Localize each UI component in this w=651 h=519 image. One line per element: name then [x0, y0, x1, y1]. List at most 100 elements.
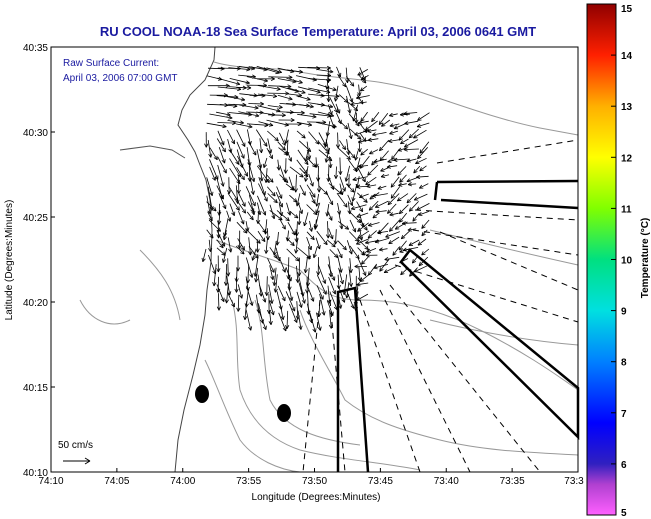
current-vector	[235, 123, 253, 129]
current-vector	[249, 175, 255, 195]
current-vector	[308, 131, 320, 145]
current-vector	[286, 69, 304, 74]
colorbar-tick-label: 13	[621, 102, 633, 113]
current-vector	[283, 158, 288, 174]
current-vector	[296, 291, 303, 308]
lane-dash	[412, 229, 579, 256]
current-vector	[236, 141, 245, 159]
current-vector	[238, 111, 260, 118]
lane-dash	[379, 289, 471, 473]
current-vector	[398, 204, 409, 215]
current-vector	[246, 285, 254, 306]
current-vector	[236, 129, 246, 147]
current-vector	[236, 294, 241, 312]
current-vector	[337, 240, 347, 251]
contour-line	[254, 299, 361, 446]
current-vector	[365, 176, 377, 186]
current-vector	[413, 193, 428, 201]
current-vector	[285, 183, 295, 191]
current-vector	[209, 147, 218, 161]
current-vector	[352, 176, 368, 182]
current-vector	[373, 158, 387, 164]
current-vector	[399, 258, 409, 264]
x-tick-label: 73:35	[500, 476, 525, 487]
current-vector	[216, 284, 225, 302]
current-vector	[365, 253, 378, 258]
current-vector	[413, 165, 421, 174]
current-vector	[421, 248, 430, 256]
current-vector	[273, 274, 278, 293]
current-vector	[296, 121, 313, 127]
current-vector	[226, 258, 231, 277]
current-vector	[267, 193, 278, 204]
contour-line	[299, 309, 579, 456]
current-vector	[337, 285, 346, 303]
current-vector	[207, 140, 213, 158]
current-vector	[367, 128, 377, 133]
colorbar-tick-label: 8	[621, 358, 627, 369]
current-vector	[207, 83, 230, 88]
current-vector	[258, 121, 274, 127]
current-vector	[361, 256, 369, 265]
current-vector	[328, 228, 334, 240]
current-vector	[359, 193, 369, 199]
current-vector	[380, 167, 389, 172]
land-mass	[50, 46, 216, 473]
current-vector	[392, 246, 400, 256]
current-vector	[309, 191, 316, 204]
current-vector	[356, 293, 369, 301]
current-vector	[299, 104, 314, 109]
current-vector	[258, 183, 268, 202]
current-vector	[237, 238, 245, 251]
current-vector	[267, 138, 273, 154]
current-vector	[226, 177, 232, 194]
channel-boundary	[336, 286, 370, 473]
lane-dash	[359, 299, 421, 473]
current-vector	[372, 132, 387, 137]
current-vector	[319, 293, 326, 316]
current-vector	[360, 148, 368, 156]
current-vector	[278, 256, 286, 273]
current-vector	[408, 239, 420, 246]
current-vector	[417, 238, 427, 246]
current-vector	[328, 156, 333, 169]
current-vector	[336, 192, 348, 208]
current-vector	[222, 247, 228, 263]
colorbar-tick-label: 7	[621, 409, 627, 420]
current-vector	[415, 157, 427, 165]
current-vector	[316, 274, 327, 295]
current-vector	[254, 267, 259, 283]
current-vector	[315, 193, 320, 207]
current-vector	[421, 219, 430, 229]
current-vector	[396, 193, 409, 202]
current-vector	[217, 156, 227, 174]
current-vector	[418, 211, 430, 216]
current-vector	[286, 150, 292, 162]
current-vector	[400, 138, 409, 145]
current-vector	[309, 312, 317, 333]
current-vector	[356, 212, 369, 218]
colorbar-tick-label: 12	[621, 153, 633, 164]
colorbar-tick-label: 15	[621, 4, 633, 15]
current-vector	[238, 193, 246, 207]
colorbar-tick-label: 5	[621, 508, 627, 519]
current-vector	[326, 239, 336, 248]
y-tick-labels: 40:35 40:30 40:25 40:20 40:15 40:10	[23, 43, 55, 479]
current-vector	[345, 183, 355, 193]
current-vector	[268, 284, 274, 304]
current-vector	[297, 310, 303, 330]
current-vector	[373, 264, 389, 270]
current-vector	[227, 129, 235, 145]
current-vector	[416, 122, 430, 128]
current-vector	[329, 96, 338, 113]
current-vector	[266, 147, 273, 160]
coastline	[50, 46, 216, 473]
current-vector	[350, 101, 367, 106]
y-axis-label: Latitude (Degrees:Minutes)	[4, 200, 15, 321]
current-vector	[259, 138, 264, 154]
current-vector	[317, 264, 327, 284]
current-vector	[209, 113, 233, 120]
current-vector	[402, 221, 417, 226]
current-vector	[317, 111, 335, 118]
